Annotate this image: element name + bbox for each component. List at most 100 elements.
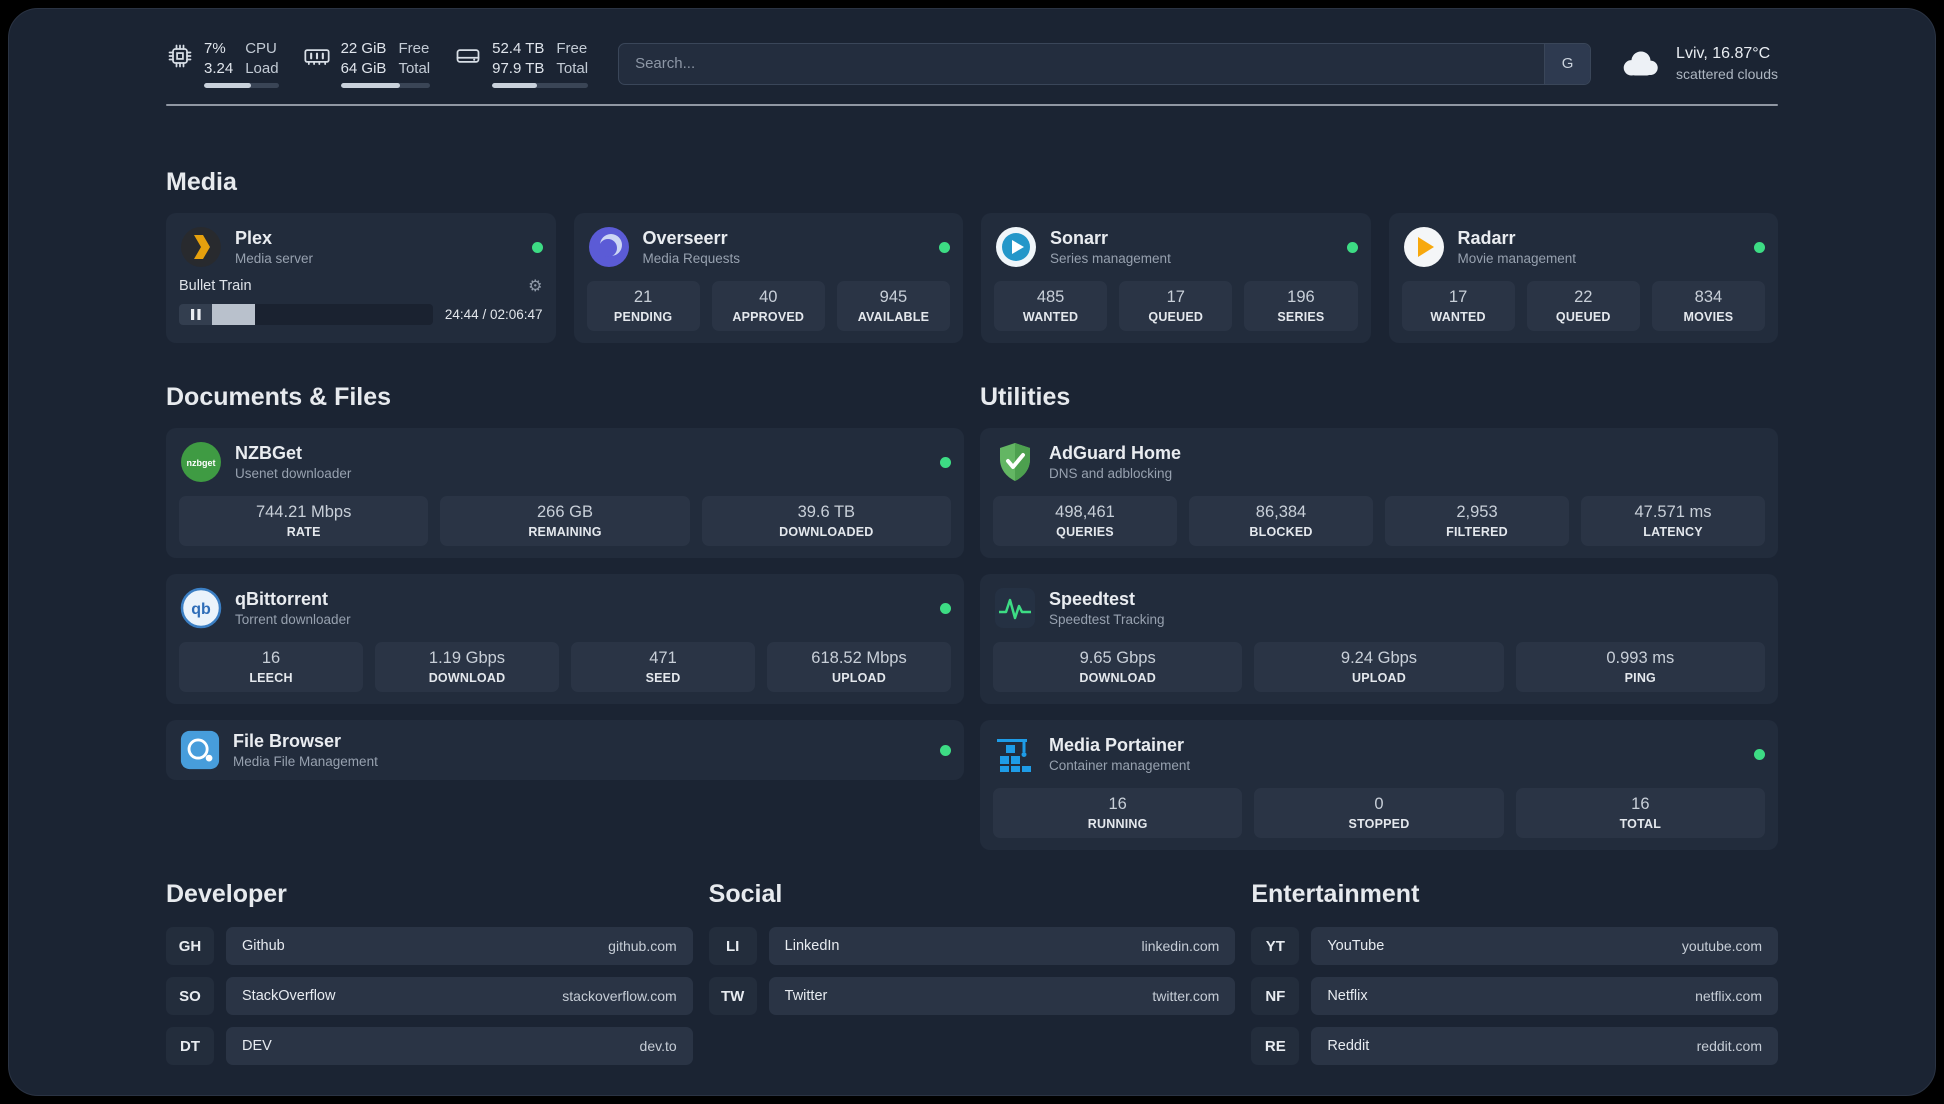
- weather-location: Lviv, 16.87°C: [1676, 45, 1771, 63]
- playback-time: 24:44 / 02:06:47: [444, 307, 543, 322]
- stat-queries: 498,461 QUERIES: [993, 496, 1177, 546]
- bookmark-abbr: LI: [708, 927, 757, 965]
- app-card-overseerr[interactable]: Overseerr Media Requests 21 PENDING 40 A…: [573, 213, 963, 343]
- stat-download: 1.19 Gbps DOWNLOAD: [375, 642, 559, 692]
- bookmark-link[interactable]: Reddit reddit.com: [1311, 1027, 1778, 1065]
- stat-rate: 744.21 Mbps RATE: [179, 496, 429, 546]
- bookmark-link[interactable]: StackOverflow stackoverflow.com: [226, 977, 693, 1015]
- section-heading-documents: Documents & Files: [166, 383, 392, 411]
- app-card-radarr[interactable]: Radarr Movie management 17 WANTED 22 QUE…: [1388, 213, 1778, 343]
- status-dot: [940, 744, 951, 756]
- app-card-portainer[interactable]: Media Portainer Container management 16 …: [980, 720, 1778, 850]
- cpu-metric: 7% 3.24 CPU Load: [166, 39, 279, 88]
- section-heading-utilities: Utilities: [980, 383, 1071, 411]
- bookmark-link[interactable]: Github github.com: [226, 927, 693, 965]
- bookmark-abbr: GH: [166, 927, 214, 965]
- stat-blocked: 86,384 BLOCKED: [1189, 496, 1373, 546]
- app-name: Overseerr: [642, 228, 728, 248]
- app-name: Radarr: [1457, 228, 1516, 248]
- cloud-icon: [1617, 47, 1663, 79]
- search-engine-button[interactable]: G: [1544, 43, 1591, 84]
- gear-icon[interactable]: ⚙: [528, 278, 543, 295]
- now-playing-title: Bullet Train: [179, 278, 252, 294]
- qbittorrent-icon: qb: [179, 586, 223, 630]
- app-card-qbittorrent[interactable]: qb qBittorrent Torrent downloader 16 LEE…: [166, 574, 964, 704]
- svg-text:qb: qb: [191, 601, 211, 618]
- status-dot: [940, 456, 951, 468]
- stat-download: 9.65 Gbps DOWNLOAD: [993, 642, 1243, 692]
- bookmark-link[interactable]: DEV dev.to: [226, 1027, 693, 1065]
- storage-progress-bar: [492, 83, 589, 88]
- stat-approved: 40 APPROVED: [711, 281, 825, 331]
- app-card-speedtest[interactable]: Speedtest Speedtest Tracking 9.65 Gbps D…: [980, 574, 1778, 704]
- app-card-nzbget[interactable]: nzbget NZBGet Usenet downloader 744.21 M…: [166, 428, 964, 558]
- stat-available: 945 AVAILABLE: [836, 281, 951, 331]
- nzbget-icon: nzbget: [179, 440, 223, 484]
- app-name: NZBGet: [235, 443, 302, 463]
- stat-total: 16 TOTAL: [1515, 788, 1765, 838]
- status-dot: [1754, 748, 1765, 760]
- portainer-icon: [993, 732, 1037, 776]
- status-dot: [1346, 241, 1358, 253]
- search-bar[interactable]: G: [618, 42, 1592, 85]
- bookmark-link[interactable]: Twitter twitter.com: [768, 977, 1236, 1015]
- stat-filtered: 2,953 FILTERED: [1385, 496, 1569, 546]
- bookmark-link[interactable]: YouTube youtube.com: [1311, 927, 1778, 965]
- bookmark-abbr: SO: [166, 977, 214, 1015]
- app-card-adguard[interactable]: AdGuard Home DNS and adblocking 498,461 …: [980, 428, 1778, 558]
- pause-button[interactable]: [179, 304, 212, 325]
- stat-downloaded: 39.6 TB DOWNLOADED: [701, 496, 951, 546]
- storage-free-label: Free: [556, 40, 588, 57]
- app-subtitle: Media Requests: [642, 251, 741, 266]
- stat-pending: 21 PENDING: [586, 281, 700, 331]
- stat-upload: 9.24 Gbps UPLOAD: [1254, 642, 1504, 692]
- app-name: Media Portainer: [1049, 735, 1185, 755]
- app-card-sonarr[interactable]: Sonarr Series management 485 WANTED 17 Q…: [981, 213, 1371, 343]
- app-subtitle: Series management: [1050, 251, 1171, 266]
- bookmark-dev: DT DEV dev.to: [166, 1027, 693, 1065]
- bookmark-twitter: TW Twitter twitter.com: [708, 977, 1236, 1015]
- cpu-load-value: 3.24: [204, 59, 234, 77]
- bookmark-abbr: NF: [1251, 977, 1300, 1015]
- stat-upload: 618.52 Mbps UPLOAD: [767, 642, 951, 692]
- storage-free-value: 52.4 TB: [492, 40, 545, 57]
- app-card-plex[interactable]: Plex Media server Bullet Train ⚙ 24:44 /…: [166, 213, 556, 343]
- status-dot: [940, 602, 951, 614]
- memory-icon: [303, 42, 331, 70]
- bookmark-abbr: DT: [166, 1027, 214, 1065]
- app-subtitle: Speedtest Tracking: [1049, 612, 1165, 627]
- memory-total-value: 64 GiB: [340, 59, 387, 77]
- cpu-progress-bar: [204, 83, 279, 88]
- stat-stopped: 0 STOPPED: [1254, 788, 1504, 838]
- app-card-filebrowser[interactable]: File Browser Media File Management: [166, 720, 964, 780]
- stat-seed: 471 SEED: [571, 642, 755, 692]
- entertainment-column: Entertainment YT YouTube youtube.com NF …: [1251, 880, 1778, 1077]
- search-input[interactable]: [619, 43, 1545, 84]
- memory-progress-bar: [340, 83, 431, 88]
- bookmark-abbr: YT: [1251, 927, 1300, 965]
- bookmarks-area: Developer GH Github github.com SO StackO…: [166, 880, 1778, 1095]
- app-name: Sonarr: [1050, 228, 1109, 248]
- stat-queued: 22 QUEUED: [1526, 281, 1640, 331]
- stat-series: 196 SERIES: [1244, 281, 1358, 331]
- cpu-icon: [166, 42, 194, 70]
- developer-column: Developer GH Github github.com SO StackO…: [166, 880, 693, 1077]
- app-subtitle: Media server: [235, 251, 314, 266]
- weather-condition: scattered clouds: [1676, 65, 1778, 82]
- status-dot: [531, 241, 543, 253]
- topbar: 7% 3.24 CPU Load: [166, 39, 1778, 88]
- memory-free-label: Free: [398, 40, 430, 57]
- bookmark-netflix: NF Netflix netflix.com: [1251, 977, 1778, 1015]
- overseerr-icon: [587, 225, 631, 269]
- utilities-column: Utilities AdGuard Home DNS and adblockin…: [980, 383, 1778, 850]
- playback-progress-bar[interactable]: [212, 304, 433, 325]
- bookmark-youtube: YT YouTube youtube.com: [1251, 927, 1778, 965]
- bookmark-github: GH Github github.com: [166, 927, 693, 965]
- weather-widget[interactable]: Lviv, 16.87°C scattered clouds: [1617, 43, 1778, 83]
- stat-ping: 0.993 ms PING: [1515, 642, 1765, 692]
- storage-total-value: 97.9 TB: [492, 59, 545, 77]
- bookmark-abbr: RE: [1251, 1027, 1300, 1065]
- section-heading-social: Social: [708, 880, 783, 908]
- bookmark-link[interactable]: Netflix netflix.com: [1311, 977, 1778, 1015]
- bookmark-link[interactable]: LinkedIn linkedin.com: [768, 927, 1236, 965]
